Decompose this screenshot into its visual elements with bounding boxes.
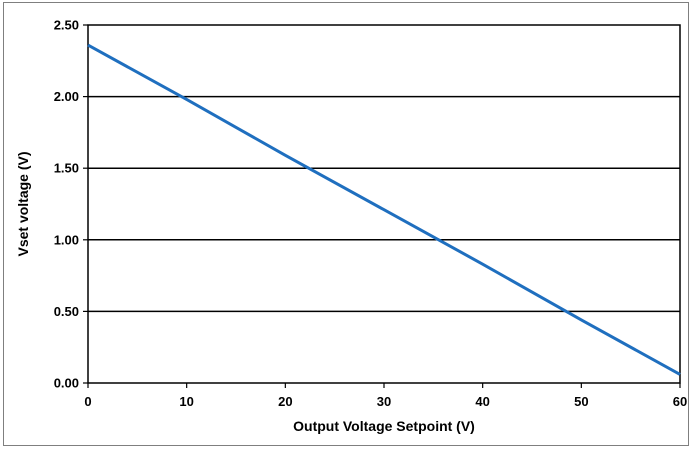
chart-frame <box>3 2 689 446</box>
y-axis-title: Vset voltage (V) <box>15 151 31 256</box>
x-tick-label: 10 <box>179 394 193 409</box>
x-tick-label: 50 <box>574 394 588 409</box>
plot-area-border <box>87 24 681 384</box>
y-tick-label: 1.00 <box>54 232 79 247</box>
y-tick-label: 0.50 <box>54 304 79 319</box>
x-tick-label: 60 <box>673 394 687 409</box>
x-tick-label: 20 <box>278 394 292 409</box>
y-tick-label: 2.00 <box>54 89 79 104</box>
x-tick-label: 0 <box>84 394 91 409</box>
y-tick-label: 0.00 <box>54 376 79 391</box>
y-tick-label: 1.50 <box>54 161 79 176</box>
y-tick-label: 2.50 <box>54 18 79 33</box>
x-tick-label: 30 <box>377 394 391 409</box>
x-axis-title: Output Voltage Setpoint (V) <box>293 418 475 434</box>
series-line <box>87 43 681 376</box>
x-tick-label: 40 <box>475 394 489 409</box>
